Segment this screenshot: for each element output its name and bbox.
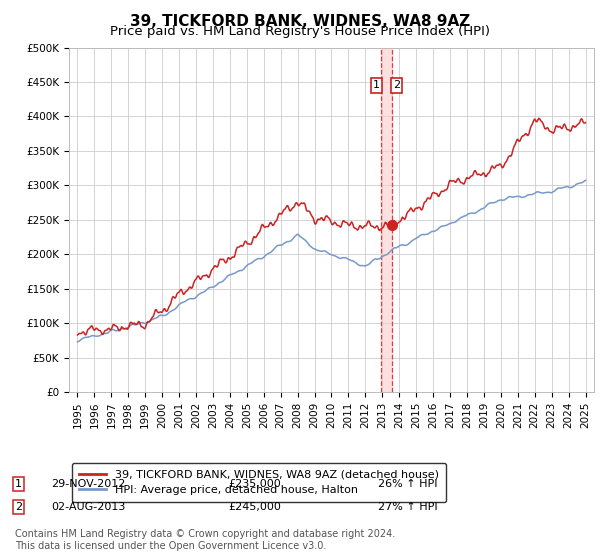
Legend: 39, TICKFORD BANK, WIDNES, WA8 9AZ (detached house), HPI: Average price, detache: 39, TICKFORD BANK, WIDNES, WA8 9AZ (deta… xyxy=(72,463,446,502)
Text: 26% ↑ HPI: 26% ↑ HPI xyxy=(378,479,437,489)
Text: 2: 2 xyxy=(15,502,22,512)
Text: £245,000: £245,000 xyxy=(228,502,281,512)
Text: £235,000: £235,000 xyxy=(228,479,281,489)
Text: 2: 2 xyxy=(393,81,400,91)
Text: 02-AUG-2013: 02-AUG-2013 xyxy=(51,502,125,512)
Text: 1: 1 xyxy=(15,479,22,489)
Text: 1: 1 xyxy=(373,81,380,91)
Text: 39, TICKFORD BANK, WIDNES, WA8 9AZ: 39, TICKFORD BANK, WIDNES, WA8 9AZ xyxy=(130,14,470,29)
Text: Price paid vs. HM Land Registry's House Price Index (HPI): Price paid vs. HM Land Registry's House … xyxy=(110,25,490,38)
Text: 29-NOV-2012: 29-NOV-2012 xyxy=(51,479,125,489)
Text: Contains HM Land Registry data © Crown copyright and database right 2024.
This d: Contains HM Land Registry data © Crown c… xyxy=(15,529,395,551)
Text: 27% ↑ HPI: 27% ↑ HPI xyxy=(378,502,437,512)
Bar xyxy=(381,48,392,392)
